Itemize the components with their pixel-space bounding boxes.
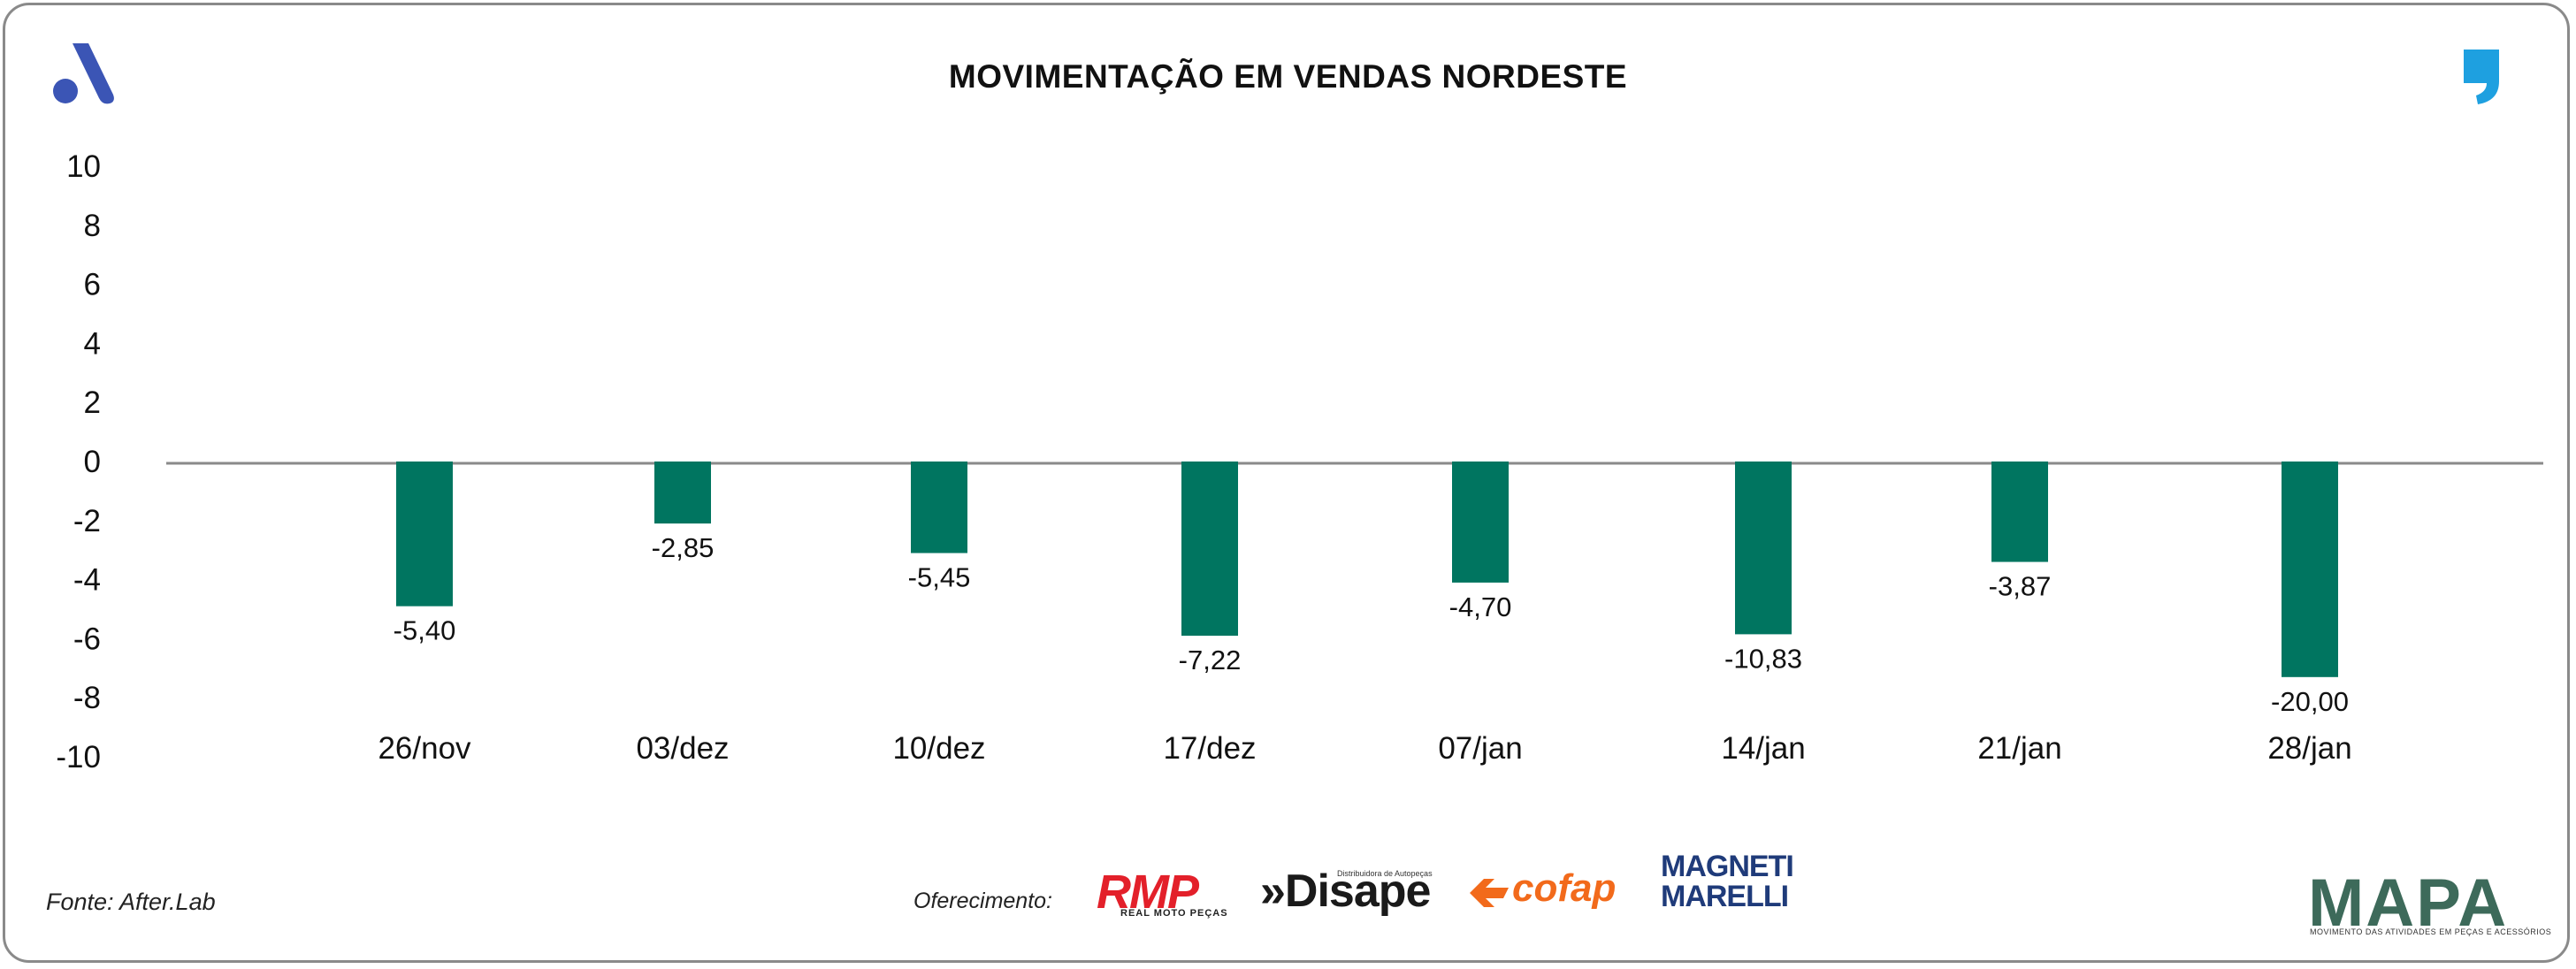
rmp-logo: RMP (1097, 866, 1199, 919)
bar-value-label: -3,87 (1989, 571, 2052, 602)
bar-28/jan (2282, 462, 2338, 677)
bar-value-label: -5,40 (394, 615, 456, 646)
y-tick-label: 10 (66, 149, 101, 184)
y-tick-label: -2 (73, 504, 101, 538)
a-logo-icon (46, 40, 117, 115)
marelli-line-1: MAGNETI (1661, 850, 1794, 883)
x-tick-label: 10/dez (892, 731, 985, 766)
bar-17/dez (1181, 462, 1238, 637)
rmp-subtitle: REAL MOTO PEÇAS (1120, 908, 1228, 919)
bar-series: -5,40 -2,85 -5,45 -7,22 -4,70 -10,83 -3,87 -20,… (394, 462, 2349, 717)
y-tick-label: 0 (84, 445, 101, 479)
y-tick-label: 2 (84, 385, 101, 420)
disape-subtitle: Distribuidora de Autopeças (1337, 869, 1433, 878)
cofap-mark-icon (1468, 875, 1510, 915)
y-tick-label: 6 (84, 268, 101, 302)
chart-title: MOVIMENTAÇÃO EM VENDAS NORDESTE (948, 58, 1628, 95)
x-tick-label: 26/nov (378, 731, 471, 766)
y-axis: 10 8 6 4 2 0 -2 -4 -6 -8 -10 (56, 149, 101, 774)
x-tick-label: 07/jan (1438, 731, 1522, 766)
bar-03/dez (654, 462, 711, 524)
bar-10/dez (911, 462, 967, 553)
y-tick-label: -10 (56, 740, 101, 774)
y-tick-label: -4 (73, 563, 101, 598)
bar-value-label: -2,85 (652, 532, 715, 563)
bar-14/jan (1735, 462, 1792, 635)
x-tick-label: 17/dez (1163, 731, 1256, 766)
disape-logo: »Disape (1260, 866, 1431, 917)
sponsor-label: Oferecimento: (913, 889, 1053, 913)
magneti-marelli-logo: MAGNETI MARELLI (1661, 850, 1794, 913)
bar-value-label: -10,83 (1724, 643, 1802, 674)
y-tick-label: 8 (84, 209, 101, 243)
comma-logo-icon (2460, 46, 2503, 112)
x-tick-label: 03/dez (636, 731, 729, 766)
bar-value-label: -20,00 (2271, 686, 2349, 717)
y-tick-label: -8 (73, 681, 101, 715)
mapa-tagline: MOVIMENTO DAS ATIVIDADES EM PEÇAS E ACES… (2310, 927, 2552, 936)
x-axis: 26/nov 03/dez 10/dez 17/dez 07/jan 14/jan 21/j… (378, 731, 2351, 766)
bar-26/nov (396, 462, 453, 607)
bar-value-label: -5,45 (908, 562, 971, 593)
bar-value-label: -4,70 (1449, 591, 1512, 622)
y-tick-label: 4 (84, 326, 101, 361)
bar-value-label: -7,22 (1179, 645, 1242, 675)
source-note: Fonte: After.Lab (46, 889, 216, 915)
bar-07/jan (1452, 462, 1509, 583)
x-tick-label: 14/jan (1721, 731, 1805, 766)
mapa-logo: MAPA (2308, 866, 2509, 941)
bar-21/jan (1991, 462, 2048, 562)
cofap-logo: cofap (1512, 866, 1617, 910)
y-tick-label: -6 (73, 622, 101, 656)
x-tick-label: 21/jan (1977, 731, 2061, 766)
marelli-line-2: MARELLI (1661, 880, 1789, 913)
x-tick-label: 28/jan (2267, 731, 2351, 766)
